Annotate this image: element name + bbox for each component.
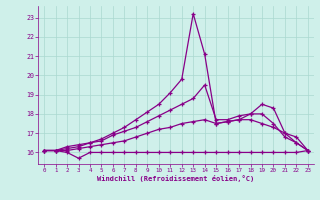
X-axis label: Windchill (Refroidissement éolien,°C): Windchill (Refroidissement éolien,°C) xyxy=(97,175,255,182)
